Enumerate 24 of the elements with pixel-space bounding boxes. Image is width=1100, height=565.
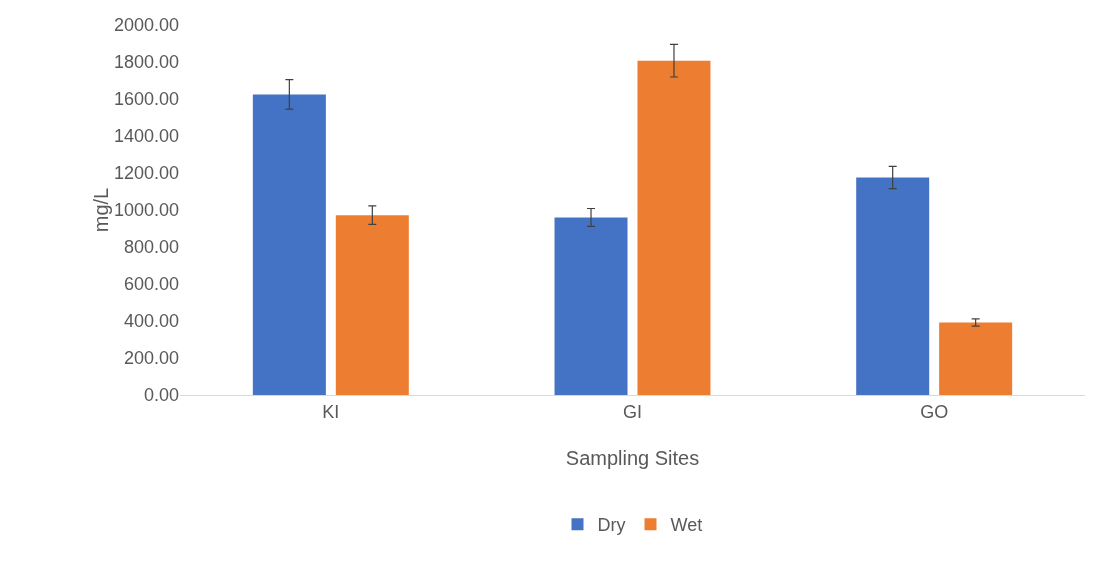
x-tick-label: GO (920, 401, 949, 422)
x-tick-label: GI (622, 401, 643, 422)
y-tick-label: 1600.00 (113, 89, 179, 110)
y-tick-label: 1200.00 (113, 163, 179, 184)
bar (637, 60, 711, 395)
bar (554, 217, 628, 395)
y-tick-label: 400.00 (123, 311, 179, 332)
bar (939, 322, 1013, 395)
bar (335, 215, 409, 395)
y-tick-label: 200.00 (123, 348, 179, 369)
x-axis-title: Sampling Sites (565, 447, 700, 469)
y-tick-label: 600.00 (123, 274, 179, 295)
y-tick-label: 1800.00 (113, 52, 179, 73)
y-tick-label: 2000.00 (113, 15, 179, 36)
y-tick-label: 800.00 (123, 237, 179, 258)
legend-label: Dry (597, 515, 626, 536)
y-tick-label: 1400.00 (113, 126, 179, 147)
x-tick-label: KI (322, 401, 340, 422)
bar (252, 94, 326, 395)
bar (856, 177, 930, 395)
y-tick-label: 0.00 (143, 385, 179, 406)
y-axis-title: mg/L (89, 187, 112, 233)
legend-label: Wet (670, 515, 703, 536)
y-tick-label: 1000.00 (113, 200, 179, 221)
